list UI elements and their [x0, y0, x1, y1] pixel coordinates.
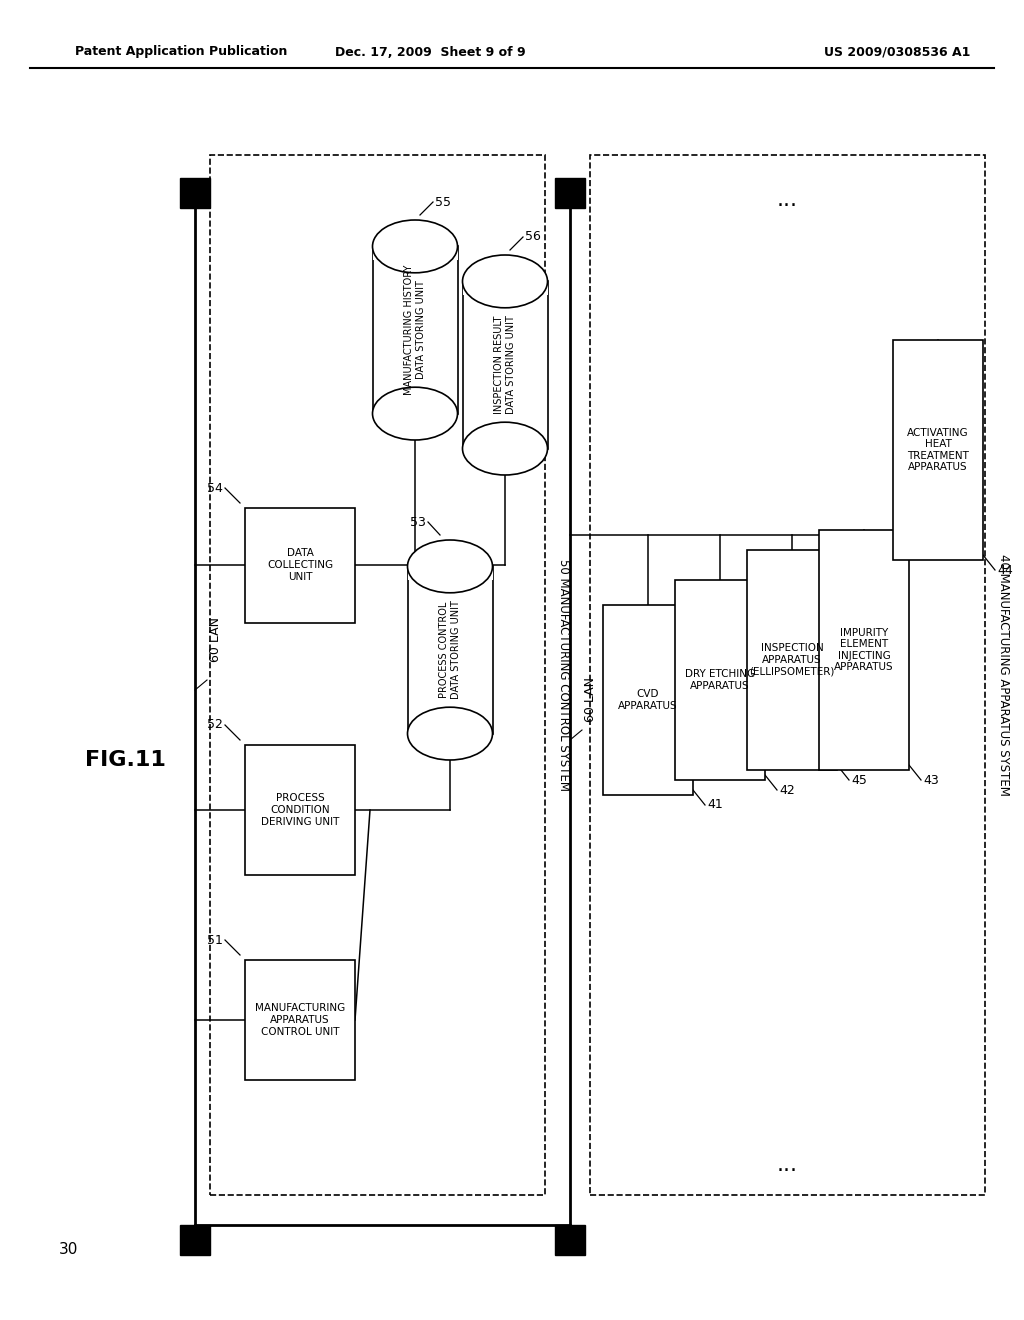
FancyBboxPatch shape [245, 960, 355, 1080]
FancyBboxPatch shape [245, 507, 355, 623]
FancyBboxPatch shape [245, 744, 355, 875]
Text: IMPURITY
ELEMENT
INJECTING
APPARATUS: IMPURITY ELEMENT INJECTING APPARATUS [835, 627, 894, 672]
Text: 51: 51 [207, 933, 223, 946]
Text: MANUFACTURING
APPARATUS
CONTROL UNIT: MANUFACTURING APPARATUS CONTROL UNIT [255, 1003, 345, 1036]
Text: 43: 43 [923, 774, 939, 787]
Text: FIG.11: FIG.11 [85, 750, 166, 770]
Bar [373, 239, 458, 260]
Text: ...: ... [776, 1155, 798, 1175]
FancyBboxPatch shape [746, 550, 837, 770]
Text: 56: 56 [525, 231, 541, 243]
Ellipse shape [463, 255, 548, 308]
Text: 42: 42 [779, 784, 795, 796]
Text: PROCESS
CONDITION
DERIVING UNIT: PROCESS CONDITION DERIVING UNIT [261, 793, 339, 826]
Text: 41: 41 [707, 799, 723, 812]
Text: INSPECTION
APPARATUS
(ELLIPSOMETER): INSPECTION APPARATUS (ELLIPSOMETER) [750, 643, 835, 677]
Text: 50 MANUFACTURING CONTROL SYSTEM: 50 MANUFACTURING CONTROL SYSTEM [557, 558, 570, 791]
Text: INSPECTION RESULT
DATA STORING UNIT: INSPECTION RESULT DATA STORING UNIT [495, 315, 516, 414]
Bar [408, 558, 493, 579]
FancyBboxPatch shape [603, 605, 693, 795]
Text: MANUFACTURING HISTORY
DATA STORING UNIT: MANUFACTURING HISTORY DATA STORING UNIT [404, 265, 426, 395]
Text: Patent Application Publication: Patent Application Publication [75, 45, 288, 58]
Bar [373, 247, 458, 413]
Text: 45: 45 [851, 774, 867, 787]
Ellipse shape [463, 422, 548, 475]
Bar [463, 273, 548, 294]
Text: 30: 30 [58, 1242, 78, 1258]
Text: ACTIVATING
HEAT
TREATMENT
APPARATUS: ACTIVATING HEAT TREATMENT APPARATUS [907, 428, 969, 473]
Text: 60 LAN: 60 LAN [584, 677, 597, 722]
Text: 53: 53 [411, 516, 426, 528]
Text: US 2009/0308536 A1: US 2009/0308536 A1 [823, 45, 970, 58]
Bar [180, 178, 210, 209]
FancyBboxPatch shape [675, 579, 765, 780]
Text: 40 MANUFACTURING APPARATUS SYSTEM: 40 MANUFACTURING APPARATUS SYSTEM [997, 554, 1010, 796]
Bar [555, 178, 585, 209]
Text: 54: 54 [207, 482, 223, 495]
Text: PROCESS CONTROL
DATA STORING UNIT: PROCESS CONTROL DATA STORING UNIT [439, 601, 461, 700]
Bar [408, 566, 493, 734]
Text: 55: 55 [435, 195, 451, 209]
Bar [555, 1225, 585, 1255]
Ellipse shape [373, 220, 458, 273]
FancyBboxPatch shape [893, 341, 983, 560]
Text: ...: ... [776, 190, 798, 210]
Ellipse shape [408, 708, 493, 760]
Bar [180, 1225, 210, 1255]
Ellipse shape [408, 540, 493, 593]
Text: DRY ETCHING
APPARATUS: DRY ETCHING APPARATUS [685, 669, 755, 690]
Ellipse shape [373, 387, 458, 440]
Text: CVD
APPARATUS: CVD APPARATUS [618, 689, 678, 710]
Text: 44: 44 [997, 564, 1013, 577]
Text: DATA
COLLECTING
UNIT: DATA COLLECTING UNIT [267, 548, 333, 582]
Text: Dec. 17, 2009  Sheet 9 of 9: Dec. 17, 2009 Sheet 9 of 9 [335, 45, 525, 58]
Bar [463, 281, 548, 449]
FancyBboxPatch shape [819, 531, 909, 770]
Text: 60 LAN: 60 LAN [209, 618, 222, 663]
Text: 52: 52 [207, 718, 223, 731]
